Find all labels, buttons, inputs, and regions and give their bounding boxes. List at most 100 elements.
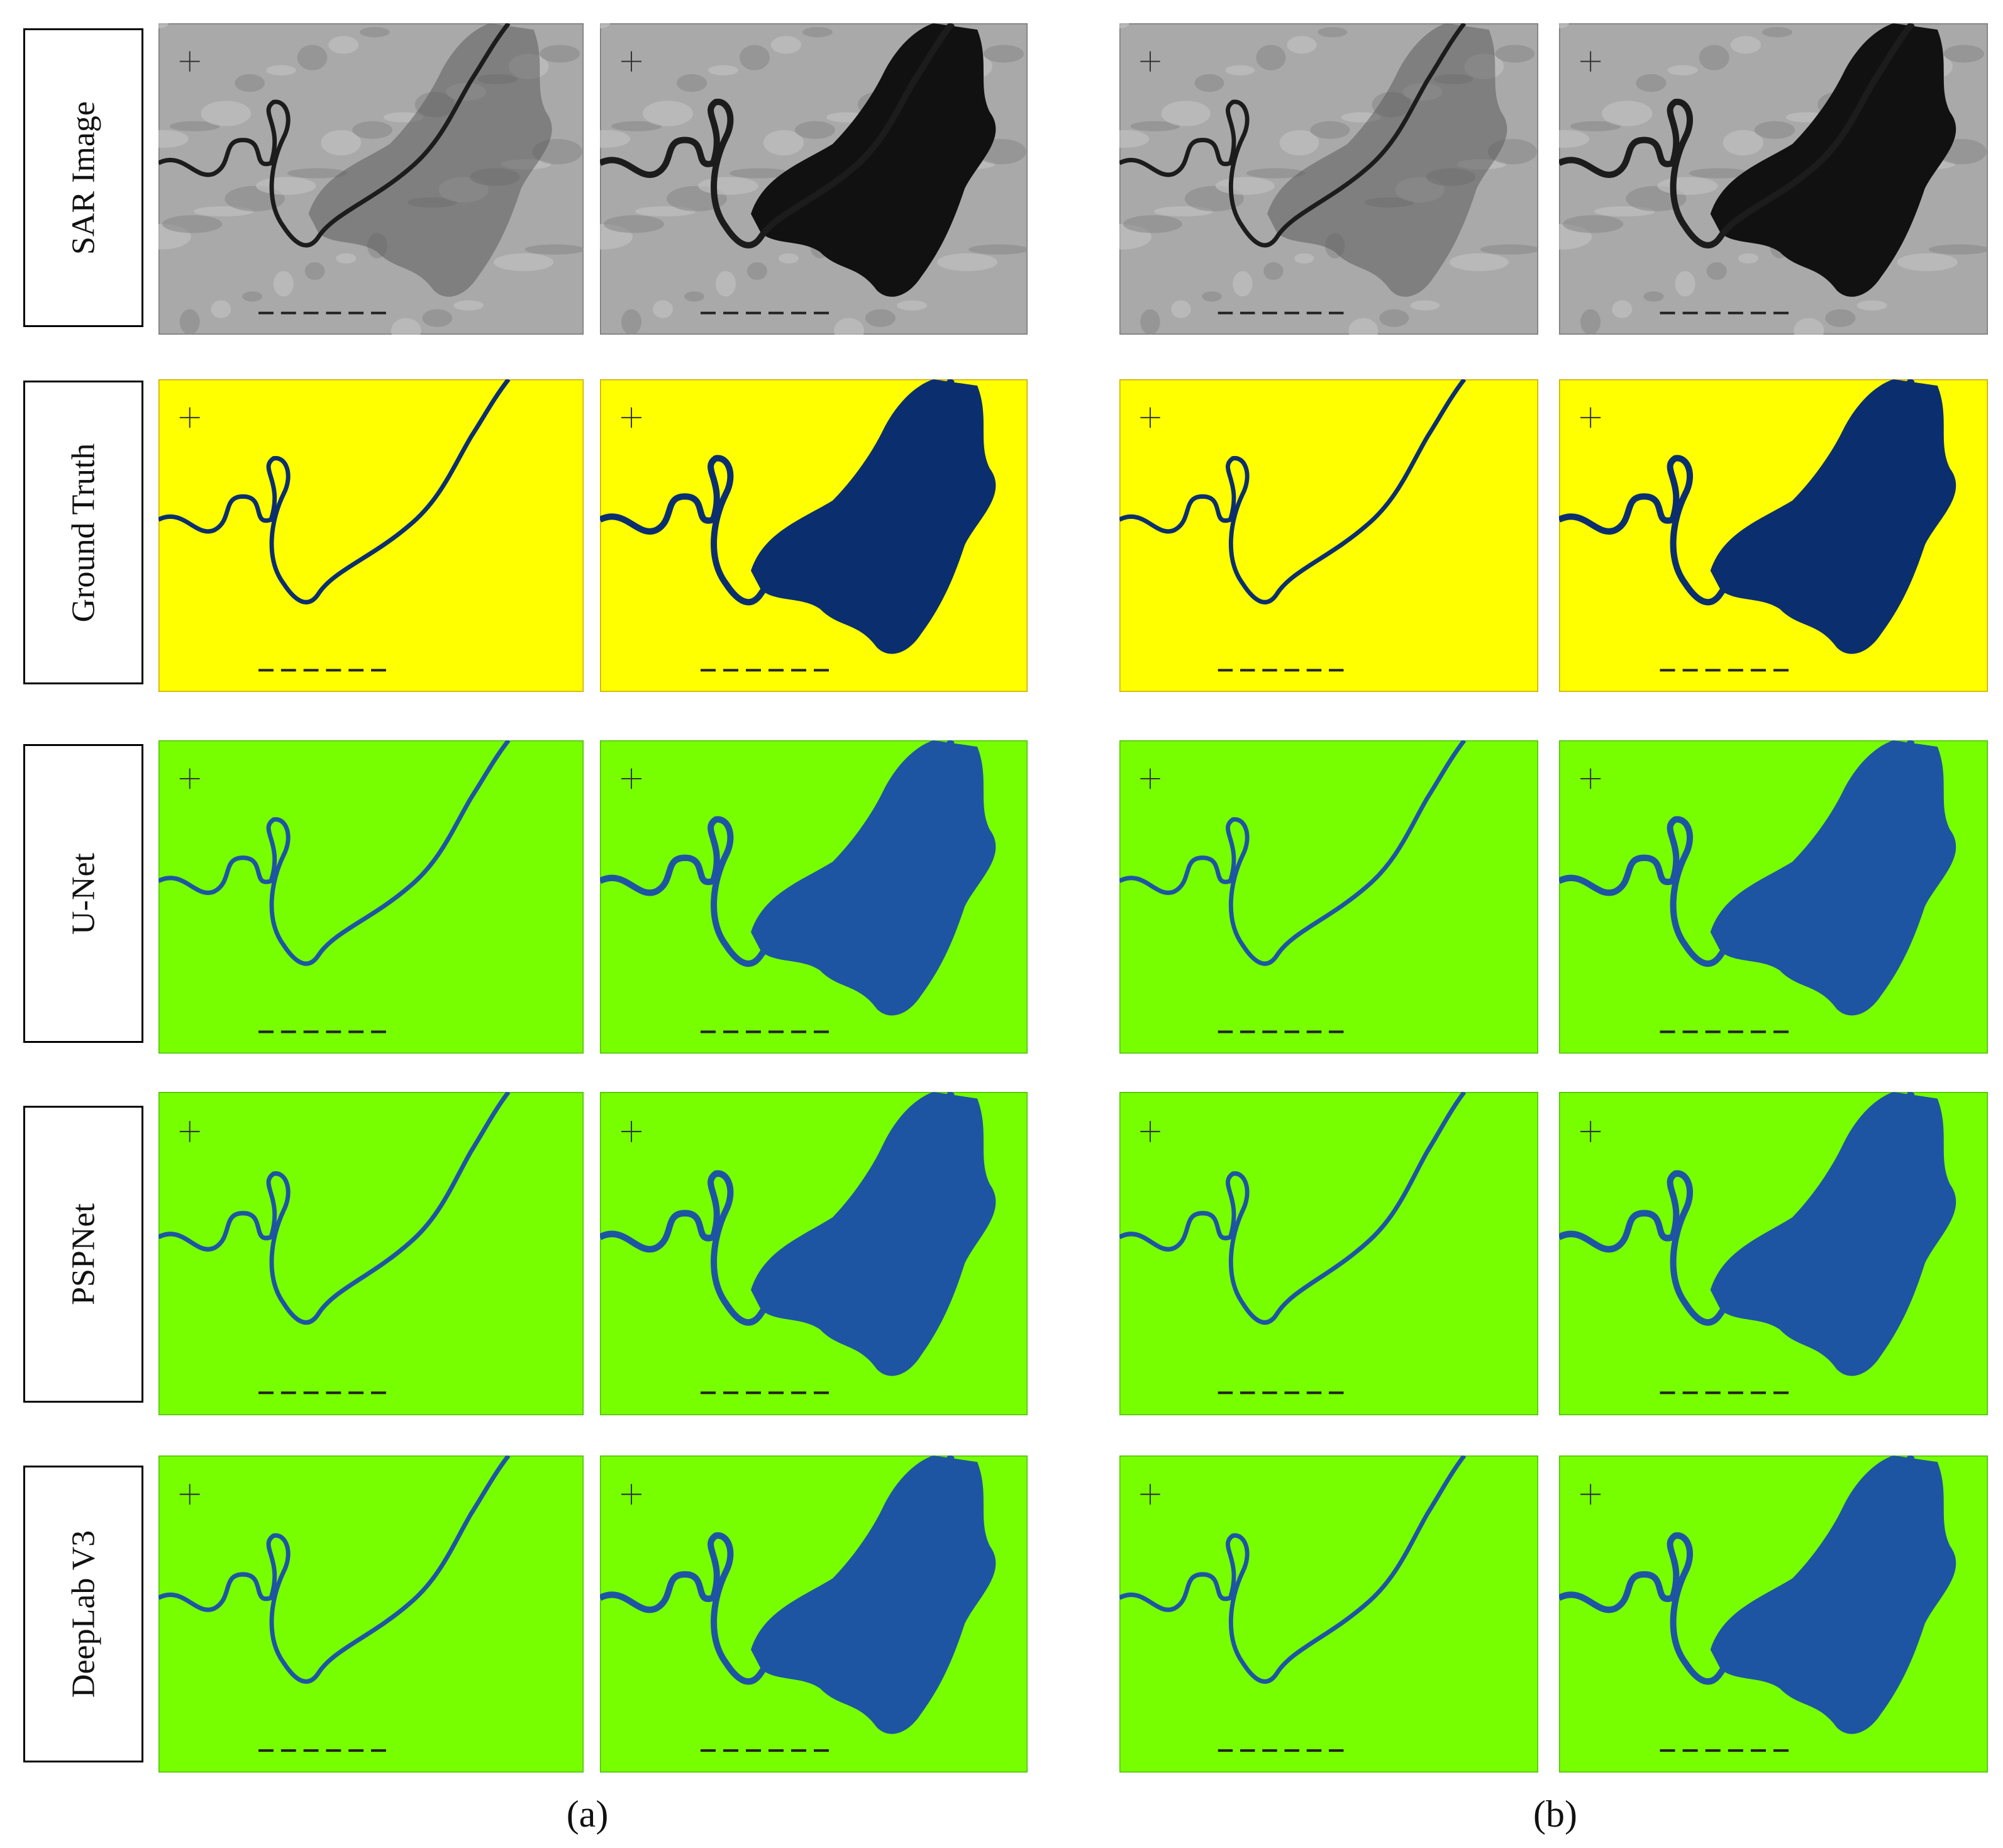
texture	[1943, 45, 1984, 63]
texture	[273, 270, 294, 297]
map-panel	[1559, 23, 1988, 335]
map-background	[158, 1092, 584, 1415]
map-background	[1119, 740, 1538, 1054]
caption: (a)	[566, 1793, 609, 1835]
map-panel	[1119, 740, 1538, 1054]
north-arrow	[1580, 51, 1601, 72]
texture	[1897, 253, 1958, 271]
texture	[1762, 27, 1793, 38]
texture	[1723, 130, 1763, 156]
dark-area	[308, 23, 552, 297]
texture	[795, 121, 835, 139]
texture	[937, 253, 997, 271]
row-label: U-Net	[65, 852, 101, 935]
texture	[201, 101, 252, 126]
map-panel	[1559, 1456, 1988, 1773]
map-panel	[1559, 379, 1988, 692]
texture	[1675, 270, 1695, 297]
texture	[297, 45, 328, 70]
texture	[730, 168, 790, 179]
texture	[1699, 45, 1729, 70]
texture	[984, 45, 1024, 63]
north-arrow	[621, 51, 641, 72]
texture	[1194, 74, 1224, 92]
texture	[1119, 23, 1129, 29]
texture	[740, 45, 770, 70]
texture	[1856, 300, 1887, 311]
flood-area	[751, 1092, 996, 1376]
map-background	[158, 1456, 584, 1773]
texture	[1130, 121, 1180, 131]
texture	[1294, 253, 1314, 264]
north-arrow	[1140, 768, 1160, 789]
texture	[1410, 300, 1440, 311]
row-label: SAR Image	[65, 101, 101, 255]
texture	[256, 177, 316, 195]
north-arrow	[1580, 407, 1601, 428]
map-panel	[600, 740, 1028, 1054]
texture	[242, 291, 263, 302]
map-panel	[1559, 740, 1988, 1054]
texture	[453, 300, 484, 311]
texture	[1263, 262, 1284, 281]
texture	[897, 300, 927, 311]
north-arrow	[1580, 768, 1601, 789]
texture	[1379, 309, 1409, 327]
texture	[1495, 45, 1535, 63]
texture	[422, 309, 453, 327]
row-label-box: DeepLab V3	[23, 1466, 143, 1762]
texture	[779, 253, 799, 264]
map-panel	[600, 23, 1028, 335]
map-background	[1119, 1092, 1538, 1415]
river	[158, 1456, 511, 1684]
texture	[600, 23, 610, 29]
texture	[1310, 121, 1350, 139]
texture	[1279, 130, 1319, 156]
map-panel	[1119, 379, 1538, 692]
texture	[524, 244, 584, 255]
texture	[328, 36, 359, 54]
map-background	[158, 740, 584, 1054]
texture	[1123, 215, 1182, 233]
north-arrow	[621, 768, 641, 789]
texture	[287, 168, 348, 179]
map-panel	[158, 1092, 584, 1415]
map-panel	[1119, 1092, 1538, 1415]
texture	[304, 262, 325, 281]
river	[1119, 1092, 1467, 1325]
texture	[747, 262, 767, 281]
north-arrow	[1140, 1484, 1160, 1505]
texture	[352, 121, 392, 139]
texture	[968, 244, 1028, 255]
texture	[211, 300, 231, 318]
river	[600, 379, 955, 606]
map-panel	[1119, 1456, 1538, 1773]
river	[1119, 740, 1467, 966]
texture	[265, 65, 296, 75]
texture	[716, 270, 736, 297]
river	[1119, 1456, 1467, 1684]
texture	[360, 27, 390, 38]
texture	[643, 101, 693, 126]
row-label: PSPNet	[65, 1203, 101, 1305]
texture	[1580, 309, 1601, 335]
texture	[1636, 74, 1667, 92]
row-label: Ground Truth	[65, 443, 101, 622]
river	[1559, 1456, 1915, 1685]
river	[158, 740, 511, 966]
texture	[1287, 36, 1317, 54]
map-background	[1119, 379, 1538, 692]
texture	[493, 253, 554, 271]
row-label-box: U-Net	[23, 744, 143, 1043]
texture	[1449, 253, 1509, 271]
flood-area	[751, 379, 996, 654]
north-arrow	[621, 1121, 641, 1142]
texture	[1602, 101, 1653, 126]
map-panel	[158, 23, 584, 335]
texture	[1225, 65, 1255, 75]
north-arrow	[1140, 51, 1160, 72]
texture	[1754, 121, 1795, 139]
map-panel	[600, 1456, 1028, 1773]
texture	[621, 309, 641, 335]
